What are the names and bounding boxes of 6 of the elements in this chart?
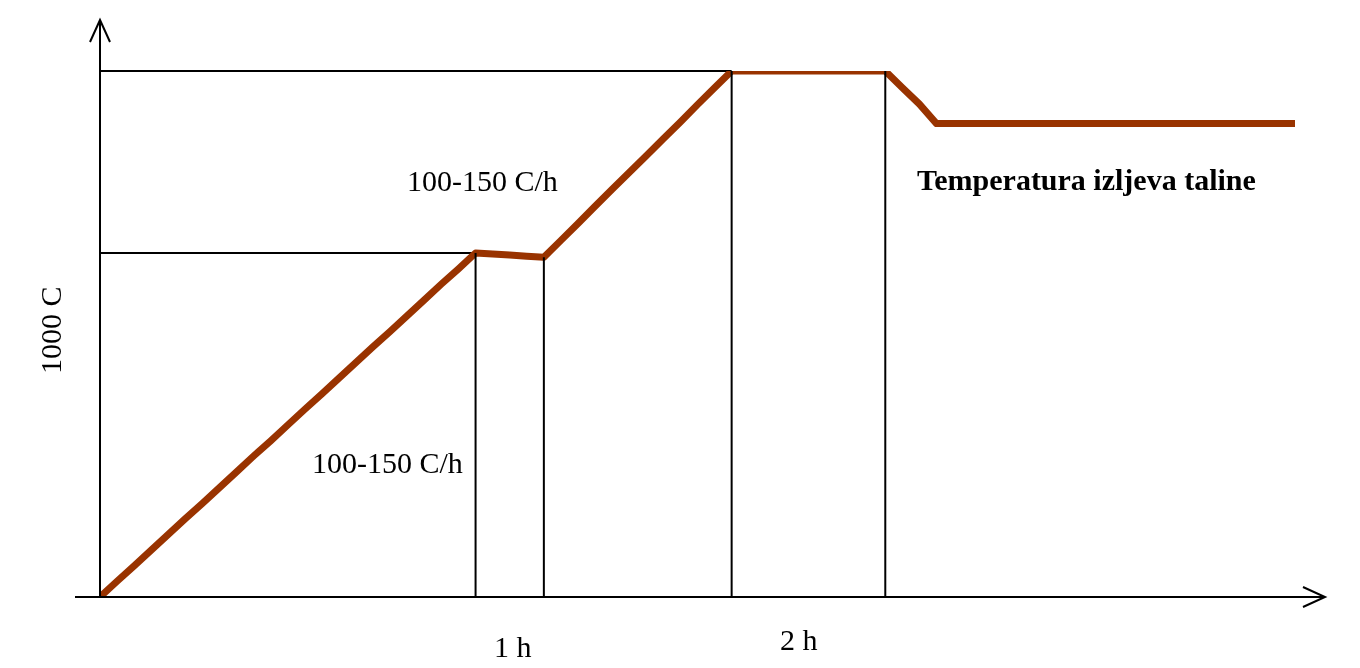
text: 2 h [779, 623, 819, 657]
annotation: 100-150 C/h [311, 446, 464, 480]
text: 1 h [493, 630, 533, 664]
annotation: Temperatura izljeva taline [916, 163, 1257, 197]
annotation: 100-150 C/h [406, 164, 559, 198]
y-axis-title: 1000 C [33, 286, 67, 374]
